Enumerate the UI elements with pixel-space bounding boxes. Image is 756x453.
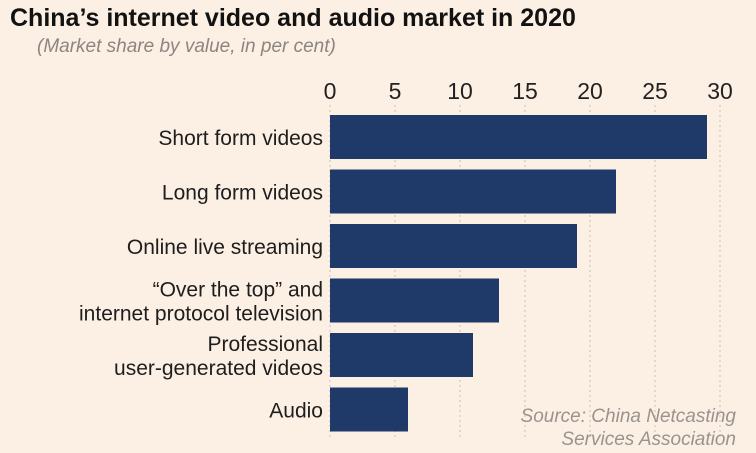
x-tick-label: 20 <box>577 78 603 104</box>
source-note: Source: China Netcasting Services Associ… <box>521 405 736 451</box>
category-label: Online live streaming <box>127 236 323 259</box>
chart-title: China’s internet video and audio market … <box>10 4 576 32</box>
x-tick-label: 10 <box>447 78 473 104</box>
bar <box>330 115 707 159</box>
grid-lines <box>329 105 721 440</box>
category-label: user-generated videos <box>114 357 323 380</box>
category-label: internet protocol television <box>79 303 323 326</box>
x-axis-ticks: 0 5 10 15 20 25 30 <box>324 78 733 104</box>
x-tick-label: 15 <box>512 78 538 104</box>
category-labels: Short form videos Long form videos Online … <box>79 127 323 423</box>
x-tick-label: 5 <box>389 78 402 104</box>
category-label: Short form videos <box>158 127 323 150</box>
x-tick-label: 30 <box>707 78 733 104</box>
category-label: “Over the top” and <box>153 279 323 302</box>
bar <box>330 387 408 432</box>
bar <box>330 333 473 377</box>
bar <box>330 278 499 323</box>
category-label: Audio <box>269 400 323 423</box>
category-label: Long form videos <box>162 182 323 205</box>
source-line-2: Services Association <box>561 429 736 450</box>
source-line-1: Source: China Netcasting <box>520 406 736 427</box>
category-label: Professional <box>207 333 323 356</box>
x-tick-label: 0 <box>324 78 337 104</box>
chart-subtitle: (Market share by value, in per cent) <box>37 36 336 57</box>
x-tick-label: 25 <box>642 78 668 104</box>
bars <box>330 115 707 432</box>
bar <box>330 169 616 214</box>
bar <box>330 224 577 268</box>
